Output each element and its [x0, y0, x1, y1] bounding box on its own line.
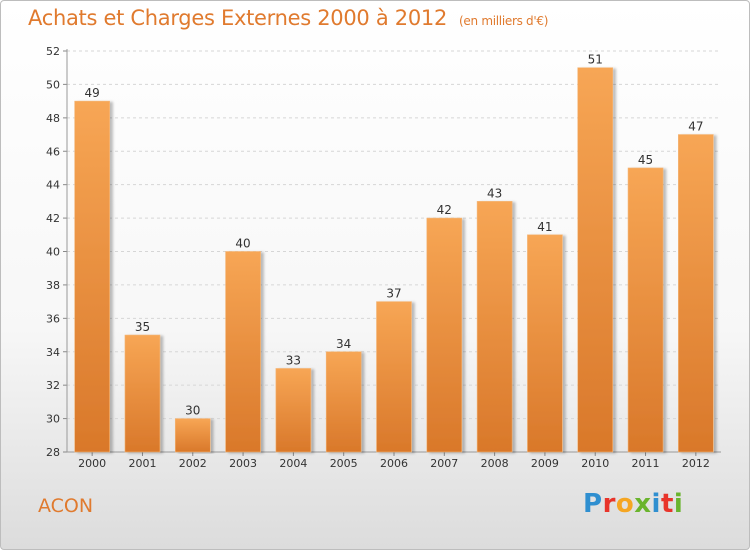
- y-tick-label: 50: [46, 78, 60, 91]
- y-tick-label: 28: [46, 446, 60, 459]
- x-tick-label: 2009: [531, 457, 559, 470]
- y-tick-label: 52: [46, 45, 60, 58]
- bar: [678, 134, 714, 453]
- logo-letter: i: [651, 489, 661, 519]
- bar: [124, 334, 161, 453]
- x-tick-labels: 2000 2001 2002 2003 2004 2005 2006 2007 2008 2009…: [78, 457, 710, 470]
- bar: [426, 217, 463, 453]
- data-label: 40: [235, 237, 250, 251]
- data-label: 45: [638, 153, 653, 167]
- logo-letter: o: [615, 489, 635, 519]
- y-tick-label: 40: [46, 246, 60, 259]
- y-tick-label: 38: [46, 279, 60, 292]
- bar: [577, 67, 614, 453]
- bar: [476, 201, 513, 453]
- data-label: 42: [437, 203, 452, 217]
- y-tick-label: 42: [46, 212, 60, 225]
- x-tick-label: 2003: [229, 457, 257, 470]
- y-tick-label: 46: [46, 145, 60, 158]
- bar: [527, 234, 563, 453]
- x-tick-label: 2000: [78, 457, 106, 470]
- y-tick-labels: 28 30 32 34 36 38 40 42 44 46 48 50 52: [46, 45, 60, 459]
- proxiti-logo: Proxiti: [583, 489, 683, 519]
- data-label: 43: [487, 186, 502, 200]
- bar: [275, 368, 312, 453]
- data-label: 37: [386, 287, 401, 301]
- data-label: 41: [537, 220, 552, 234]
- location-label: ACON: [38, 495, 94, 517]
- x-tick-label: 2012: [682, 457, 710, 470]
- bars-group: [74, 67, 714, 453]
- bar: [74, 100, 110, 453]
- bar: [174, 418, 211, 453]
- logo-letter: r: [602, 489, 616, 519]
- x-tick-label: 2001: [128, 457, 156, 470]
- x-tick-label: 2006: [380, 457, 408, 470]
- x-tick-label: 2002: [179, 457, 207, 470]
- data-label: 49: [85, 86, 100, 100]
- y-tick-label: 36: [46, 312, 60, 325]
- chart-title-text: Achats et Charges Externes 2000 à 2012: [28, 6, 448, 30]
- x-tick-label: 2007: [430, 457, 458, 470]
- data-labels: 49 35 30 40 33 34 37 42 43 41 51 45 47: [85, 53, 704, 418]
- bar: [225, 251, 261, 453]
- logo-letter: i: [673, 489, 684, 519]
- x-tick-label: 2010: [581, 457, 609, 470]
- bar: [376, 301, 412, 453]
- chart-unit: (en milliers d'€): [459, 14, 549, 28]
- x-tick-label: 2008: [481, 457, 509, 470]
- y-tick-label: 30: [46, 413, 60, 426]
- x-tick-label: 2004: [279, 457, 307, 470]
- logo-letter: t: [660, 489, 674, 519]
- y-tick-label: 48: [46, 112, 60, 125]
- data-label: 47: [688, 120, 703, 134]
- y-tick-label: 32: [46, 379, 60, 392]
- data-label: 33: [286, 353, 301, 367]
- data-label: 30: [185, 404, 200, 418]
- x-tick-label: 2005: [330, 457, 358, 470]
- y-tick-label: 44: [46, 179, 60, 192]
- data-label: 34: [336, 337, 351, 351]
- y-tick-label: 34: [46, 346, 60, 359]
- chart-title: Achats et Charges Externes 2000 à 2012 (e…: [28, 6, 548, 30]
- bar: [627, 167, 664, 453]
- x-tick-label: 2011: [632, 457, 660, 470]
- data-label: 35: [135, 320, 150, 334]
- bar: [325, 351, 362, 453]
- logo-letter: x: [634, 489, 652, 519]
- data-label: 51: [588, 53, 603, 67]
- logo-letter: P: [583, 489, 603, 519]
